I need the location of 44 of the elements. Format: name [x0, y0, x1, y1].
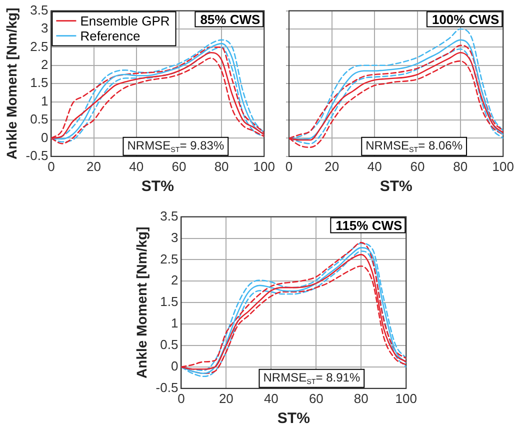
y-tick-label: 3 — [170, 230, 178, 245]
x-tick-label: 100 — [492, 158, 514, 174]
x-axis-title: ST% — [141, 178, 174, 196]
x-tick-label: 100 — [253, 158, 276, 174]
x-tick-label: 20 — [86, 158, 102, 174]
x-tick-label: 100 — [395, 390, 418, 406]
y-axis-title: Ankle Moment [Nm/kg] — [133, 226, 150, 378]
y-tick-label: 3.5 — [30, 2, 48, 18]
x-tick-label: 60 — [308, 390, 324, 406]
chart-title: 85% CWS — [200, 12, 260, 27]
y-tick-label: -0.5 — [156, 380, 178, 395]
legend-label: Ensemble GPR — [80, 13, 170, 28]
x-tick-label: 80 — [354, 390, 368, 406]
y-tick-label: 0 — [40, 130, 48, 145]
y-tick-label: 2.5 — [30, 38, 48, 54]
y-axis-title: Ankle Moment [Nm/kg] — [3, 8, 20, 160]
chart-title: 100% CWS — [432, 12, 500, 27]
chart-title: 115% CWS — [336, 218, 402, 233]
y-tick-label: 2 — [170, 272, 178, 288]
x-tick-label: 60 — [172, 158, 186, 174]
x-tick-label: 20 — [218, 390, 234, 406]
y-tick-label: 3 — [40, 20, 48, 36]
x-axis-title: ST% — [277, 410, 310, 428]
y-tick-label: 3.5 — [160, 208, 178, 224]
y-tick-label: 0.5 — [30, 112, 48, 127]
x-tick-label: 60 — [410, 158, 425, 174]
y-tick-label: 1 — [40, 93, 48, 108]
legend-label: Reference — [80, 28, 140, 44]
x-tick-label: 40 — [264, 390, 278, 406]
y-tick-label: -0.5 — [26, 148, 48, 163]
y-tick-label: 2 — [40, 56, 48, 72]
y-tick-label: 1 — [170, 316, 178, 331]
x-tick-label: 80 — [214, 158, 229, 174]
y-tick-label: 1.5 — [30, 75, 48, 90]
y-tick-label: 2.5 — [160, 251, 178, 266]
x-tick-label: 80 — [453, 158, 468, 174]
y-tick-label: 0 — [170, 358, 178, 374]
x-tick-label: 20 — [324, 158, 340, 174]
y-tick-label: 1.5 — [160, 294, 178, 310]
x-tick-label: 40 — [367, 158, 382, 174]
x-tick-label: 0 — [285, 158, 293, 174]
x-tick-label: 40 — [129, 158, 144, 174]
y-tick-label: 0.5 — [160, 337, 178, 352]
x-axis-title: ST% — [380, 178, 412, 196]
